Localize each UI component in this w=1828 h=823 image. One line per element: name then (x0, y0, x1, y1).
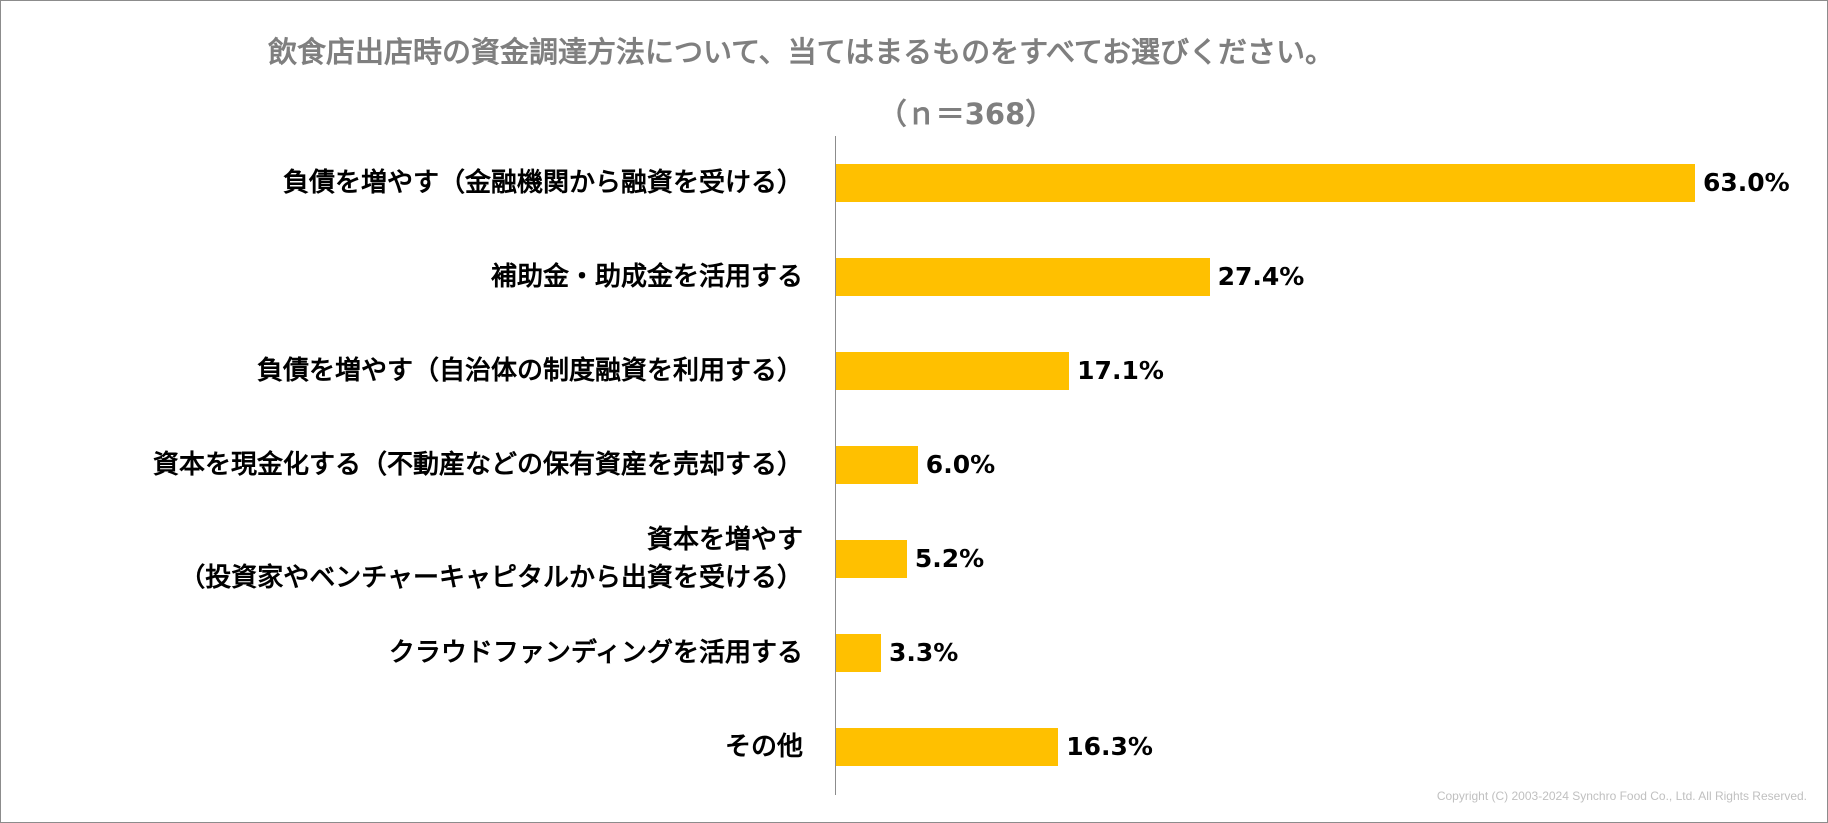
bar (836, 352, 1070, 390)
category-label-line: （投資家やベンチャーキャピタルから出資を受ける） (179, 563, 803, 593)
category-label-line: 補助金・助成金を活用する (490, 262, 803, 292)
data-label: 63.0% (1703, 168, 1790, 197)
category-label: その他 (725, 728, 803, 766)
data-label: 5.2% (914, 544, 985, 573)
category-label-line: クラウドファンディングを活用する (388, 638, 803, 668)
bar (836, 258, 1210, 296)
category-label: 資本を増やす （投資家やベンチャーキャピタルから出資を受ける） (179, 521, 803, 597)
bar (836, 164, 1695, 202)
copyright-notice: Copyright (C) 2003-2024 Synchro Food Co.… (1436, 789, 1807, 803)
data-label: 3.3% (888, 638, 959, 667)
chart-subtitle: （ｎ＝368） (877, 97, 1055, 131)
bar (836, 728, 1059, 766)
category-label-line: 負債を増やす（金融機関から融資を受ける） (282, 168, 803, 198)
category-label: 補助金・助成金を活用する (491, 258, 803, 296)
category-label: 資本を現金化する（不動産などの保有資産を売却する） (153, 446, 803, 484)
bar (836, 540, 907, 578)
category-label: クラウドファンディングを活用する (389, 634, 803, 672)
category-axis-line (835, 136, 836, 795)
category-label: 負債を増やす（金融機関から融資を受ける） (283, 164, 803, 202)
category-label-line: 負債を増やす（自治体の制度融資を利用する） (256, 356, 803, 386)
category-label: 負債を増やす（自治体の制度融資を利用する） (257, 352, 803, 390)
category-label-line: 資本を増やす (646, 525, 803, 555)
bar (836, 446, 918, 484)
data-label: 16.3% (1066, 732, 1153, 761)
data-label: 17.1% (1077, 356, 1164, 385)
category-label-line: 資本を現金化する（不動産などの保有資産を売却する） (152, 450, 803, 480)
category-label-line: その他 (724, 732, 803, 762)
bar (836, 634, 881, 672)
data-label: 27.4% (1217, 262, 1305, 291)
data-label: 6.0% (925, 450, 996, 479)
chart-title: 飲食店出店時の資金調達方法について、当てはまるものをすべてお選びください。 (267, 35, 1335, 69)
